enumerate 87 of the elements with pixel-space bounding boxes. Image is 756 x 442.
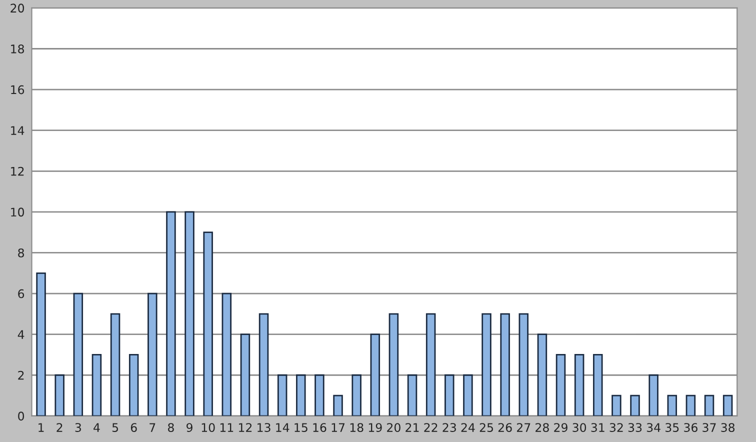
x-tick-label: 1 [38,423,44,432]
bar [630,394,640,416]
x-tick-label: 21 [406,423,419,432]
bar [407,374,418,416]
x-tick-label: 31 [591,423,604,432]
x-tick-label: 37 [702,423,716,432]
bar [73,292,84,416]
bar [36,272,46,416]
y-tick-label: 14 [11,126,24,135]
x-tick-label: 34 [646,423,660,432]
bar [184,211,194,416]
bar [352,374,362,416]
y-tick-label: 2 [18,370,24,380]
bar [370,334,380,416]
bar [686,394,696,416]
x-tick-label: 12 [239,423,252,432]
bar [648,374,658,416]
x-tick-label: 27 [516,423,530,432]
bar [518,313,529,416]
bar [574,354,584,416]
bar [704,394,714,416]
x-tick-label: 16 [313,423,326,432]
x-tick-label: 14 [276,423,290,432]
y-tick-label: 16 [11,85,24,94]
bar [148,292,158,416]
x-tick-label: 20 [387,423,400,432]
x-tick-label: 22 [424,423,438,432]
x-tick-label: 10 [202,423,215,432]
x-tick-label: 19 [368,423,382,432]
x-tick-label: 18 [350,423,364,432]
x-tick-label: 32 [610,423,623,432]
bar [722,394,733,416]
x-tick-label: 30 [572,423,586,432]
bar [128,354,139,416]
bar [556,354,566,416]
x-tick-label: 28 [536,423,549,432]
bar [426,313,436,416]
x-tick-label: 25 [480,423,493,432]
x-tick-label: 8 [168,423,174,432]
x-tick-label: 2 [56,423,62,432]
y-tick-label: 18 [11,44,24,54]
y-tick-label: 10 [11,208,24,217]
x-tick-label: 17 [332,423,345,432]
x-tick-label: 24 [461,423,475,432]
bar [166,211,176,416]
x-tick-label: 15 [294,423,308,432]
bar [500,313,510,416]
bar [203,232,213,416]
x-tick-label: 6 [130,423,137,432]
bar [482,313,492,416]
y-tick-label: 0 [18,412,24,421]
x-tick-label: 26 [498,423,512,432]
x-tick-label: 29 [554,423,568,432]
x-tick-label: 9 [186,423,192,432]
y-tick-label: 12 [11,166,24,176]
bar [463,374,473,416]
bar [593,354,603,416]
bar [258,313,269,416]
bar [612,394,622,416]
x-tick-label: 3 [75,423,81,432]
bar [240,334,250,416]
bar [277,374,288,416]
x-tick-label: 23 [442,423,456,432]
x-tick-label: 35 [666,423,679,432]
bar [222,292,232,416]
bar [333,394,343,416]
bar [92,354,102,416]
x-tick-label: 36 [684,423,698,432]
bar [54,374,64,416]
y-tick-label: 6 [18,289,24,298]
bar [388,313,399,416]
x-tick-label: 7 [150,423,156,432]
y-tick-label: 4 [18,330,24,339]
bar [296,374,306,416]
bar [314,374,324,416]
x-tick-label: 5 [112,423,118,432]
bar [667,394,678,416]
bar [444,374,454,416]
y-tick-label: 8 [18,248,24,258]
bar [110,313,120,416]
x-tick-label: 4 [94,423,100,432]
x-tick-label: 11 [220,423,234,432]
bar [537,334,548,416]
x-tick-label: 13 [258,423,270,432]
x-tick-label: 33 [628,423,642,432]
x-tick-label: 38 [721,423,735,432]
y-tick-label: 20 [10,4,24,13]
